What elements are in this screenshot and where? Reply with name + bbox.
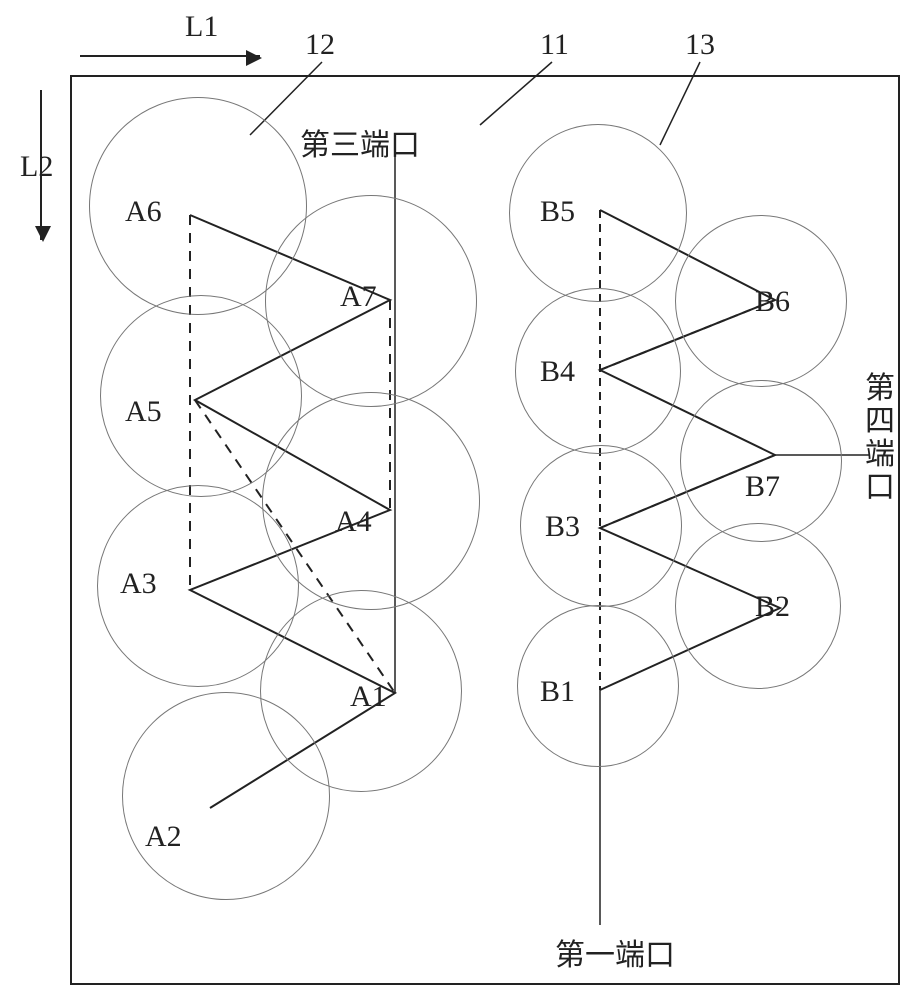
port-3-label: 第三端口: [300, 120, 420, 164]
label-b4: B4: [540, 355, 575, 389]
label-b2: B2: [755, 590, 790, 624]
label-b6: B6: [755, 285, 790, 319]
label-a2: A2: [145, 820, 182, 854]
label-a5: A5: [125, 395, 162, 429]
label-b5: B5: [540, 195, 575, 229]
circle-b5: [509, 124, 687, 302]
circle-b7: [680, 380, 842, 542]
label-a6: A6: [125, 195, 162, 229]
label-b1: B1: [540, 675, 575, 709]
circle-a2: [122, 692, 330, 900]
label-a4: A4: [335, 505, 372, 539]
label-a1: A1: [350, 680, 387, 714]
port-4-label: 第四端口: [865, 372, 895, 504]
label-b7: B7: [745, 470, 780, 504]
label-b3: B3: [545, 510, 580, 544]
label-a7: A7: [340, 280, 377, 314]
port-1-label: 第一端口: [555, 930, 675, 974]
label-a3: A3: [120, 567, 157, 601]
